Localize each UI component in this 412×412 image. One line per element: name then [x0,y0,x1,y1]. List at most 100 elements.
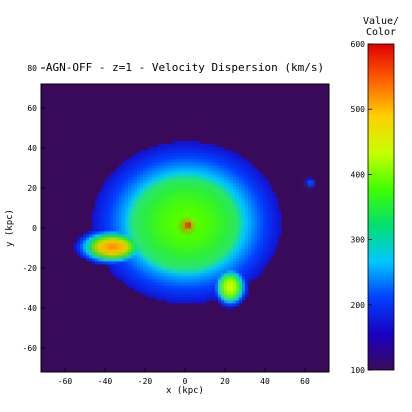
field-cell [101,189,105,193]
field-cell [191,285,195,289]
field-cell [266,198,270,202]
field-cell [110,267,114,271]
field-cell [179,291,183,295]
field-cell [110,189,114,193]
field-cell [224,153,228,157]
field-cell [239,159,243,163]
field-cell [221,162,225,166]
field-cell [239,168,243,172]
field-cell [236,258,240,262]
field-cell [143,285,147,289]
field-cell [260,240,264,244]
field-cell [242,255,246,259]
field-cell [146,264,150,268]
field-cell [206,174,210,178]
field-cell [236,177,240,181]
field-cell [101,201,105,205]
field-cell [245,183,249,187]
field-cell [149,282,153,286]
field-cell [176,288,180,292]
y-axis-label: y (kpc) [5,209,15,247]
field-cell [149,165,153,169]
field-cell [161,270,165,274]
field-cell [230,258,234,262]
field-cell [224,183,228,187]
field-cell [128,252,132,256]
field-cell [143,153,147,157]
field-cell [263,216,267,220]
field-cell [161,297,165,301]
field-cell [254,267,258,271]
field-cell [107,222,111,226]
field-cell [131,255,135,259]
field-cell [206,150,210,154]
field-cell [86,240,90,244]
field-cell [212,267,216,271]
field-cell [146,285,150,289]
field-cell [242,162,246,166]
field-cell [131,165,135,169]
field-cell [122,162,126,166]
field-cell [239,264,243,268]
field-cell [260,243,264,247]
field-cell [230,189,234,193]
field-cell [278,219,282,223]
field-cell [203,177,207,181]
field-cell [275,231,279,235]
field-cell [245,207,249,211]
field-cell [134,183,138,187]
field-cell [116,261,120,265]
field-cell [182,300,186,304]
field-cell [257,195,261,199]
field-cell [230,150,234,154]
chart-title: AGN-OFF - z=1 - Velocity Dispersion (km/… [46,61,324,74]
field-cell [206,270,210,274]
field-cell [242,237,246,241]
field-cell [146,276,150,280]
field-cell [251,168,255,172]
field-cell [140,285,144,289]
field-cell [143,177,147,181]
field-cell [278,231,282,235]
field-cell [200,297,204,301]
field-cell [89,231,93,235]
field-cell [146,159,150,163]
field-cell [233,297,237,301]
field-cell [122,165,126,169]
field-cell [239,186,243,190]
field-cell [167,291,171,295]
field-cell [242,213,246,217]
field-cell [248,243,252,247]
field-cell [128,174,132,178]
field-cell [263,243,267,247]
field-cell [257,249,261,253]
field-cell [263,249,267,253]
field-cell [137,171,141,175]
field-cell [95,210,99,214]
field-cell [161,285,165,289]
field-cell [131,267,135,271]
field-cell [206,165,210,169]
field-cell [242,195,246,199]
field-cell [170,147,174,151]
field-cell [269,189,273,193]
field-cell [212,144,216,148]
field-cell [167,144,171,148]
field-cell [191,282,195,286]
field-cell [179,150,183,154]
field-cell [116,183,120,187]
field-cell [194,288,198,292]
field-cell [173,159,177,163]
field-cell [272,237,276,241]
field-cell [239,240,243,244]
field-cell [239,177,243,181]
field-cell [143,261,147,265]
field-cell [260,267,264,271]
field-cell [191,270,195,274]
field-cell [212,171,216,175]
field-cell [212,165,216,169]
field-cell [257,174,261,178]
field-cell [266,258,270,262]
field-cell [131,261,135,265]
